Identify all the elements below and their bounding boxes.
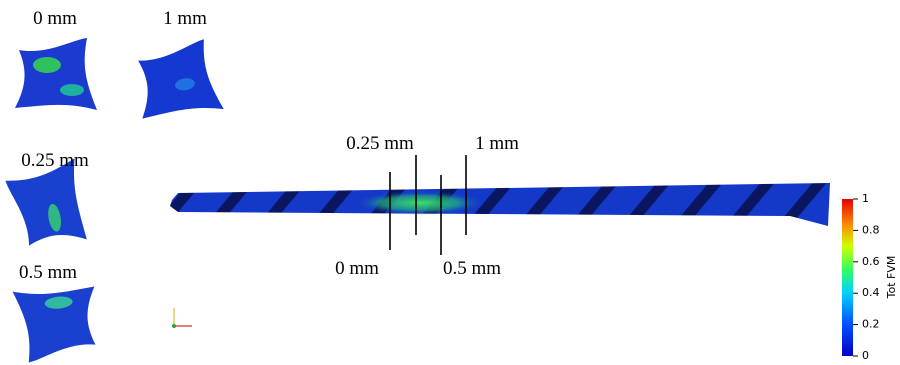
drill-label: 0.25 mm	[346, 133, 414, 154]
drill	[170, 183, 830, 226]
cross-section-3	[12, 284, 101, 364]
section-label: 0 mm	[33, 8, 77, 29]
drill-label: 0.5 mm	[443, 258, 501, 279]
section-label: 0.25 mm	[21, 150, 89, 171]
colorbar-tick-label: 0.6	[862, 255, 880, 268]
drill-label: 1 mm	[475, 133, 519, 154]
axis-triad	[172, 308, 192, 328]
cross-section-1	[132, 37, 224, 121]
section-label: 1 mm	[163, 8, 207, 29]
cross-section-0	[15, 38, 97, 110]
cross-section-2	[3, 158, 89, 252]
drill-label: 0 mm	[335, 258, 379, 279]
colorbar-tick-label: 0.8	[862, 223, 880, 236]
colorbar	[842, 199, 853, 356]
colorbar-tick-label: 0	[862, 349, 869, 362]
colorbar-title: Tot FVM	[885, 256, 898, 300]
section-lines	[389, 155, 467, 255]
section-label: 0.5 mm	[19, 262, 77, 283]
colorbar-tick-label: 0.2	[862, 318, 880, 331]
colorbar-tick-label: 1	[862, 192, 869, 205]
colorbar-tick-label: 0.4	[862, 286, 880, 299]
